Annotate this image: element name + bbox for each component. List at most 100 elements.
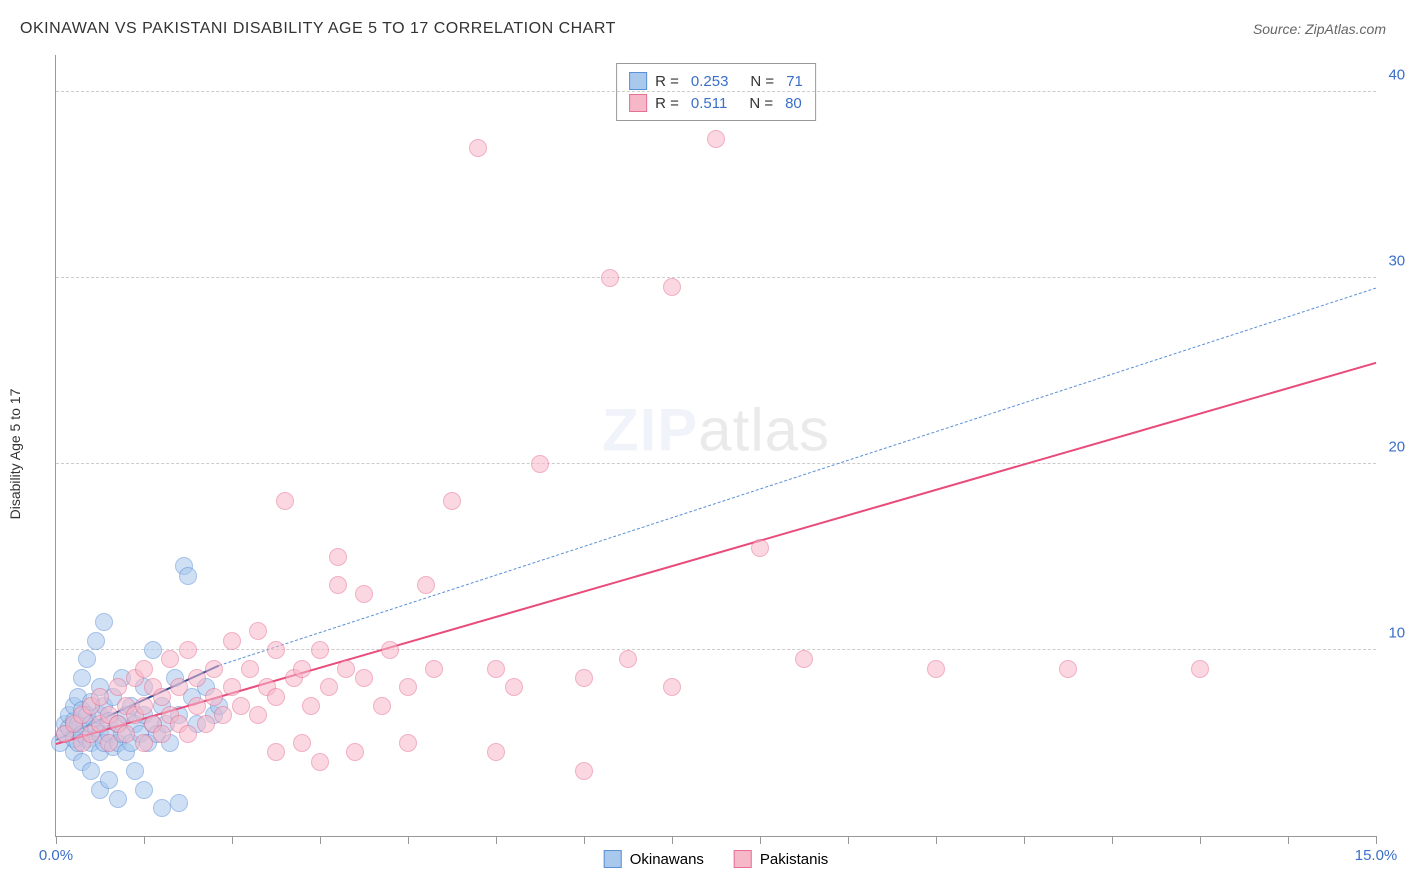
x-tick-label: 0.0%	[39, 847, 73, 864]
series-legend-item: Okinawans	[604, 850, 704, 868]
y-axis-label: Disability Age 5 to 17	[7, 389, 23, 520]
data-point	[1191, 660, 1209, 678]
y-tick-label: 20.0%	[1388, 439, 1406, 456]
data-point	[619, 650, 637, 668]
data-point	[381, 641, 399, 659]
data-point	[293, 660, 311, 678]
data-point	[329, 548, 347, 566]
x-tick	[56, 836, 57, 844]
data-point	[320, 678, 338, 696]
gridline	[56, 277, 1376, 278]
data-point	[214, 706, 232, 724]
x-tick	[320, 836, 321, 844]
gridline	[56, 463, 1376, 464]
data-point	[126, 762, 144, 780]
x-tick	[672, 836, 673, 844]
data-point	[311, 641, 329, 659]
x-tick	[408, 836, 409, 844]
data-point	[117, 725, 135, 743]
x-tick-label: 15.0%	[1355, 847, 1398, 864]
data-point	[91, 688, 109, 706]
source-attribution: Source: ZipAtlas.com	[1253, 21, 1386, 37]
data-point	[443, 492, 461, 510]
x-tick	[760, 836, 761, 844]
legend-swatch	[629, 72, 647, 90]
data-point	[223, 632, 241, 650]
data-point	[144, 641, 162, 659]
data-point	[153, 688, 171, 706]
data-point	[135, 781, 153, 799]
data-point	[100, 771, 118, 789]
x-tick	[1112, 836, 1113, 844]
data-point	[795, 650, 813, 668]
legend-row: R =0.511N =80	[629, 92, 803, 114]
data-point	[249, 622, 267, 640]
data-point	[399, 734, 417, 752]
data-point	[170, 794, 188, 812]
data-point	[425, 660, 443, 678]
y-tick-label: 30.0%	[1388, 253, 1406, 270]
data-point	[232, 697, 250, 715]
data-point	[399, 678, 417, 696]
data-point	[311, 753, 329, 771]
data-point	[505, 678, 523, 696]
data-point	[153, 725, 171, 743]
x-tick	[584, 836, 585, 844]
data-point	[188, 697, 206, 715]
data-point	[78, 650, 96, 668]
chart-container: OKINAWAN VS PAKISTANI DISABILITY AGE 5 T…	[0, 0, 1406, 892]
data-point	[707, 130, 725, 148]
data-point	[153, 799, 171, 817]
x-tick	[1376, 836, 1377, 844]
legend-row: R =0.253N =71	[629, 70, 803, 92]
x-tick	[1024, 836, 1025, 844]
data-point	[249, 706, 267, 724]
data-point	[601, 269, 619, 287]
data-point	[205, 688, 223, 706]
data-point	[487, 660, 505, 678]
watermark: ZIPatlas	[602, 395, 830, 464]
chart-title: OKINAWAN VS PAKISTANI DISABILITY AGE 5 T…	[20, 20, 616, 38]
data-point	[469, 139, 487, 157]
x-tick	[144, 836, 145, 844]
data-point	[241, 660, 259, 678]
data-point	[188, 669, 206, 687]
data-point	[267, 641, 285, 659]
data-point	[302, 697, 320, 715]
legend-swatch	[734, 850, 752, 868]
scatter-chart: ZIPatlas R =0.253N =71R =0.511N =80 Okin…	[55, 55, 1376, 837]
data-point	[109, 678, 127, 696]
data-point	[267, 688, 285, 706]
data-point	[267, 743, 285, 761]
x-tick	[936, 836, 937, 844]
x-tick	[1288, 836, 1289, 844]
gridline	[56, 91, 1376, 92]
data-point	[135, 697, 153, 715]
data-point	[373, 697, 391, 715]
data-point	[87, 632, 105, 650]
data-point	[197, 715, 215, 733]
data-point	[161, 650, 179, 668]
data-point	[355, 585, 373, 603]
gridline	[56, 649, 1376, 650]
x-tick	[1200, 836, 1201, 844]
series-legend-item: Pakistanis	[734, 850, 828, 868]
data-point	[179, 567, 197, 585]
data-point	[1059, 660, 1077, 678]
data-point	[100, 734, 118, 752]
y-tick-label: 10.0%	[1388, 625, 1406, 642]
data-point	[751, 539, 769, 557]
trendline	[56, 362, 1377, 745]
data-point	[346, 743, 364, 761]
data-point	[276, 492, 294, 510]
data-point	[663, 678, 681, 696]
data-point	[927, 660, 945, 678]
data-point	[293, 734, 311, 752]
data-point	[337, 660, 355, 678]
data-point	[73, 669, 91, 687]
data-point	[663, 278, 681, 296]
data-point	[355, 669, 373, 687]
data-point	[135, 660, 153, 678]
trendline	[219, 287, 1377, 665]
legend-swatch	[629, 94, 647, 112]
